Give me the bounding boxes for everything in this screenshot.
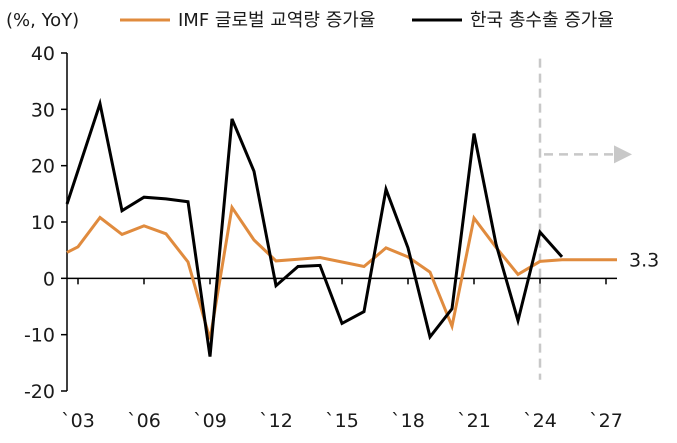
series-line-korea xyxy=(65,97,564,357)
series-layer xyxy=(65,97,617,357)
legend: IMF 글로벌 교역량 증가율 한국 총수출 증가율 xyxy=(120,10,614,31)
y-tick-label: 0 xyxy=(43,268,55,290)
x-tick-label: `03 xyxy=(61,410,95,432)
x-tick-label: `27 xyxy=(589,410,623,432)
legend-label-korea: 한국 총수출 증가율 xyxy=(470,10,614,31)
x-tick-label: `15 xyxy=(325,410,359,432)
y-tick-label: 10 xyxy=(31,212,55,234)
forecast-marker xyxy=(538,58,632,380)
x-tick-label: `21 xyxy=(457,410,491,432)
legend-label-imf: IMF 글로벌 교역량 증가율 xyxy=(178,10,375,31)
y-tick-label: 40 xyxy=(31,43,55,65)
x-tick-label: `12 xyxy=(259,410,293,432)
forecast-arrow-head xyxy=(614,145,632,164)
y-tick-label: 20 xyxy=(31,156,55,178)
y-tick-label: 30 xyxy=(31,99,55,121)
x-tick-label: `24 xyxy=(523,410,557,432)
y-tick-label: -20 xyxy=(24,381,55,403)
y-unit-label: (%, YoY) xyxy=(6,10,79,31)
end-value-label: 3.3 xyxy=(629,250,659,272)
x-tick-label: `09 xyxy=(193,410,227,432)
x-tick-label: `06 xyxy=(127,410,161,432)
y-tick-label: -10 xyxy=(24,325,55,347)
axes: 40 30 20 10 0 -10 -20 `03 `06 `09 `12 `15 `18 `21 `24 `… xyxy=(24,43,623,432)
x-tick-label: `18 xyxy=(391,410,425,432)
